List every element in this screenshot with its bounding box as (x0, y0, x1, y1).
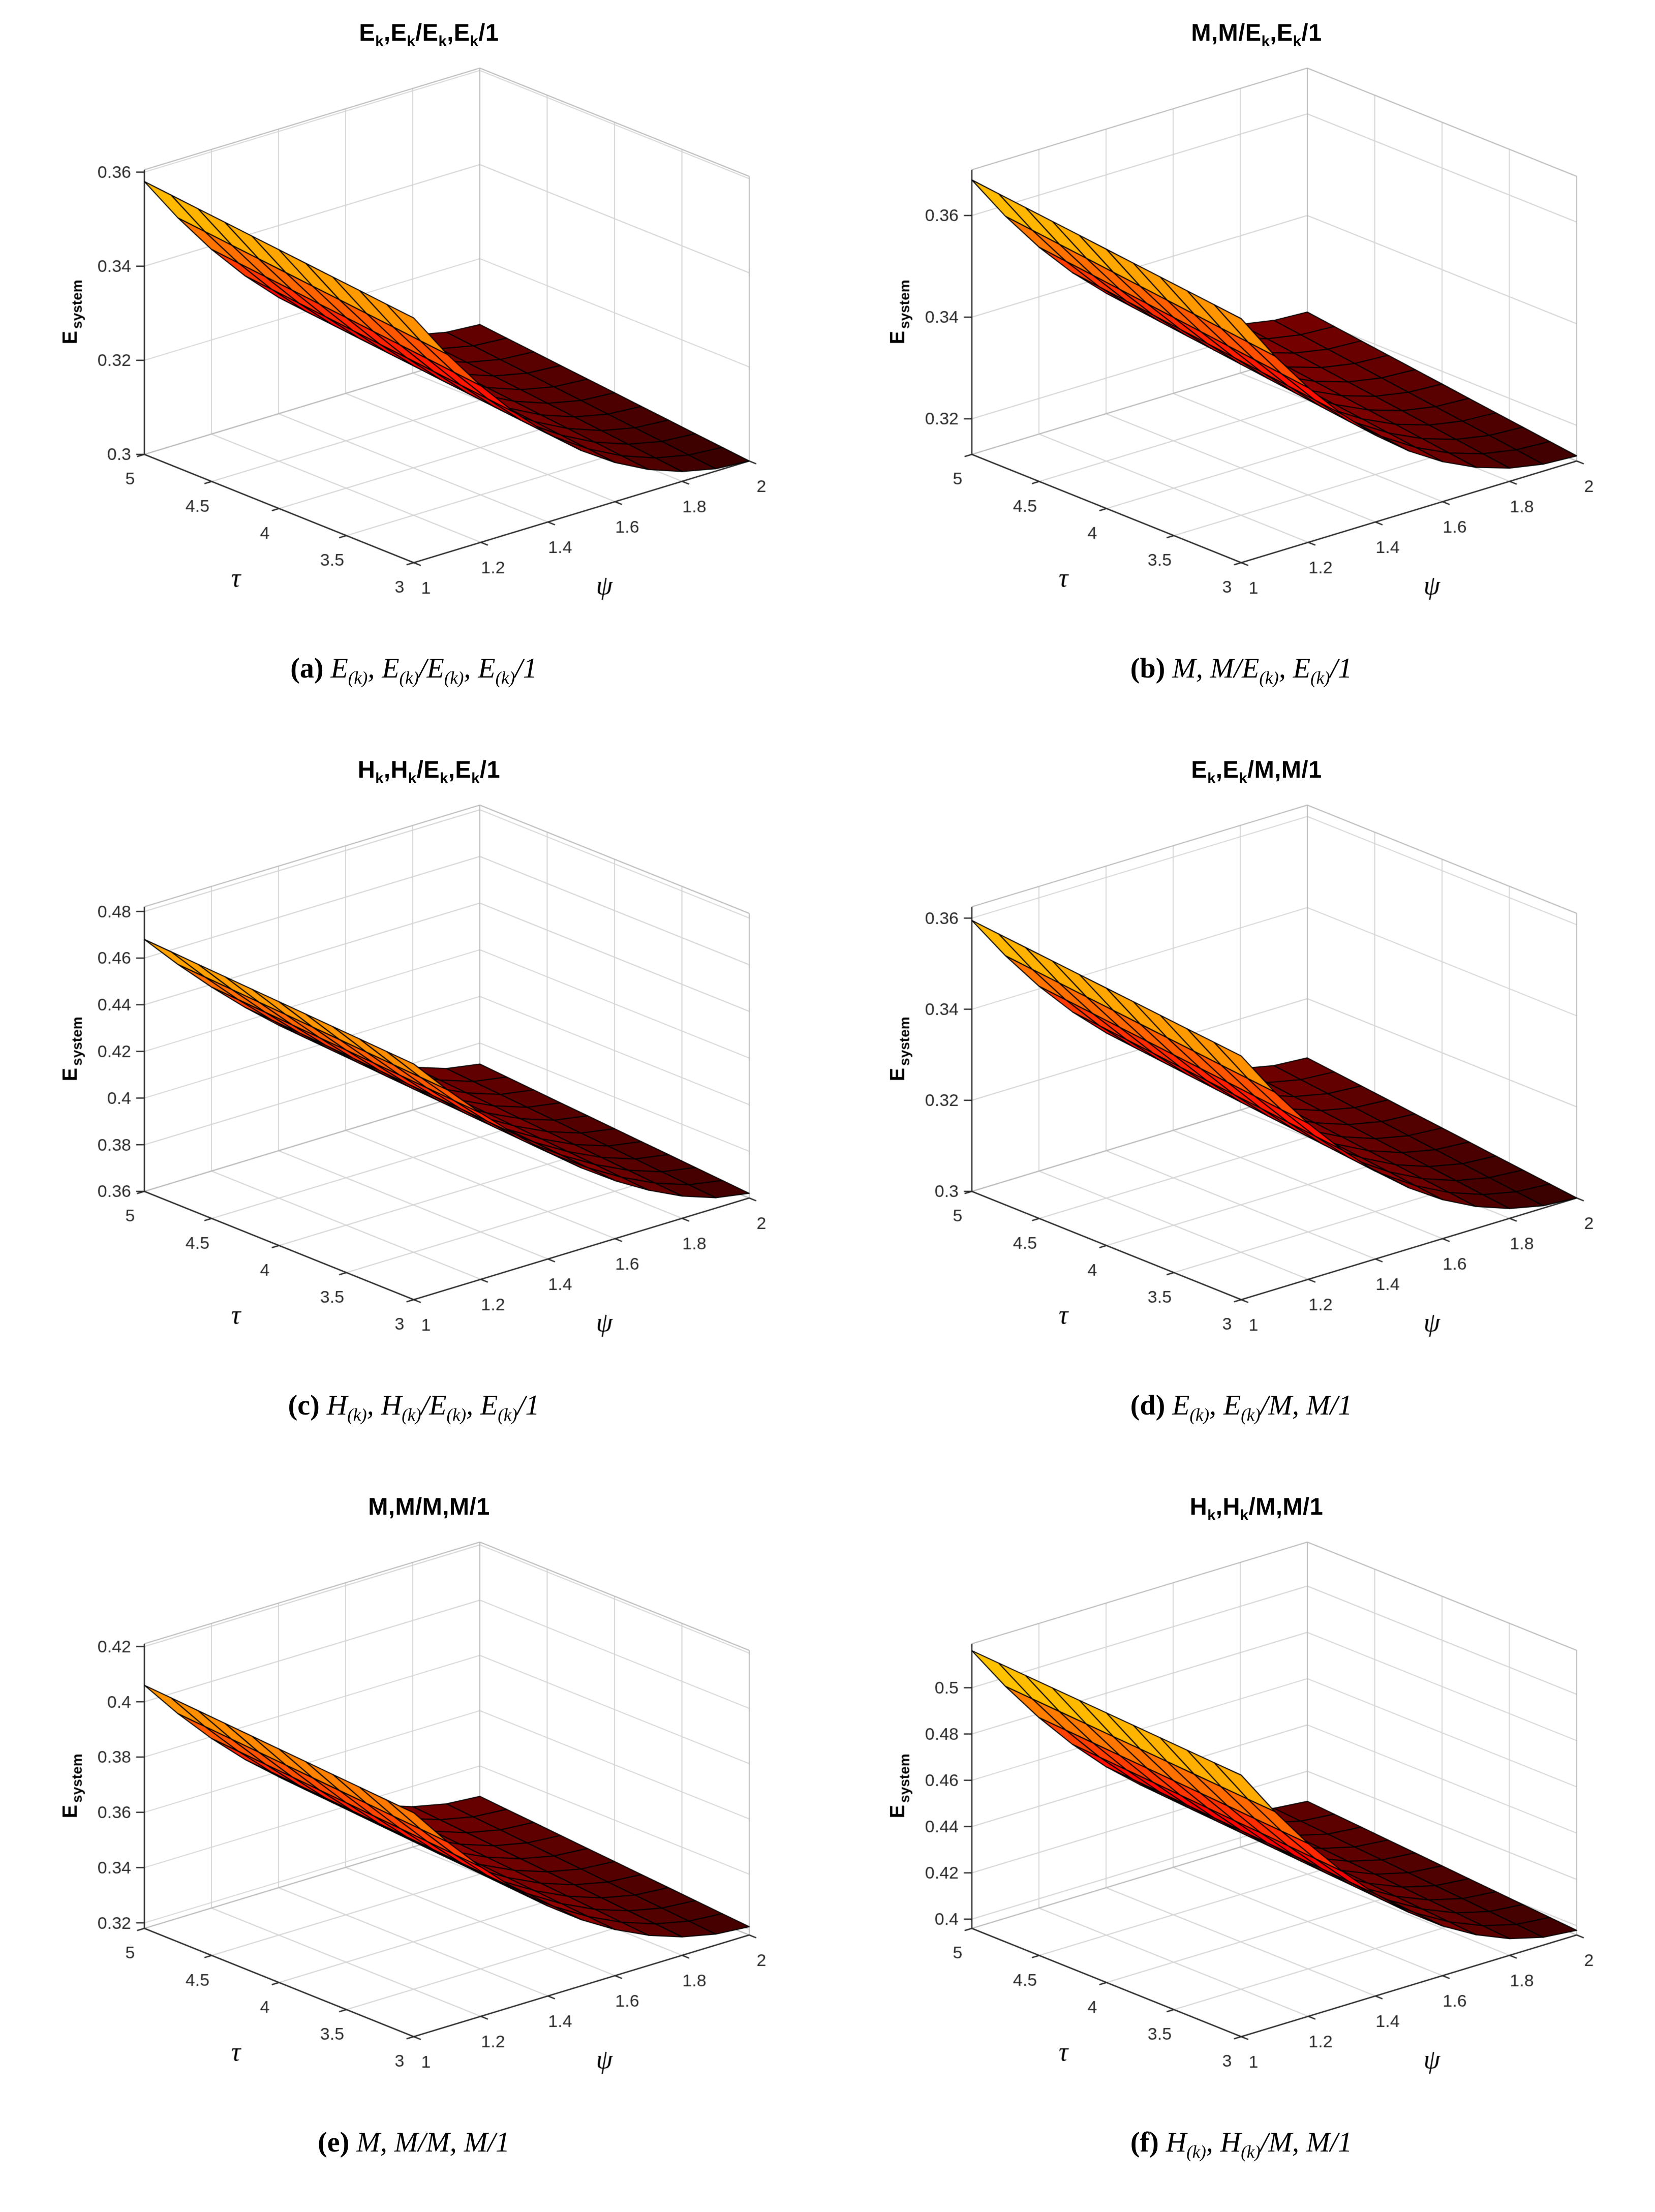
surface-panel-e: M,M/M,M/1 (e) M, M/M, M/1 (0, 1474, 827, 2211)
caption-math-a: E(k), E(k)/E(k), E(k)/1 (330, 653, 537, 688)
chart-caption-b: (b) M, M/E(k), E(k)/1 (1130, 652, 1353, 688)
caption-label-c: (c) (288, 1390, 320, 1421)
chart-caption-e: (e) M, M/M, M/1 (318, 2126, 510, 2159)
chart-caption-a: (a) E(k), E(k)/E(k), E(k)/1 (290, 652, 537, 688)
caption-math-c: H(k), H(k)/E(k), E(k)/1 (326, 1390, 540, 1425)
surface-panel-b: M,M/Ek,Ek/1 (b) M, M/E(k), E(k)/1 (827, 0, 1655, 737)
caption-math-e: M, M/M, M/1 (356, 2127, 510, 2158)
surface-panel-a: Ek,Ek/Ek,Ek/1 (a) E(k), E(k)/E(k), E(k)/1 (0, 0, 827, 737)
chart-title-c: Hk,Hk/Ek,Ek/1 (357, 756, 501, 787)
caption-math-b: M, M/E(k), E(k)/1 (1172, 653, 1353, 688)
surface-plot-canvas-f (873, 1523, 1610, 2113)
caption-label-a: (a) (290, 653, 324, 684)
chart-title-d: Ek,Ek/M,M/1 (1191, 756, 1322, 787)
surface-plot-canvas-a (45, 49, 782, 639)
caption-label-e: (e) (318, 2127, 350, 2158)
caption-label-d: (d) (1130, 1390, 1166, 1421)
surface-panel-d: Ek,Ek/M,M/1 (d) E(k), E(k)/M, M/1 (827, 737, 1655, 1474)
chart-caption-c: (c) H(k), H(k)/E(k), E(k)/1 (288, 1389, 540, 1425)
surface-plot-canvas-c (45, 786, 782, 1376)
chart-title-b: M,M/Ek,Ek/1 (1191, 19, 1322, 50)
caption-label-b: (b) (1130, 653, 1166, 684)
surface-plot-canvas-e (45, 1523, 782, 2113)
chart-title-f: Hk,Hk/M,M/1 (1189, 1493, 1324, 1524)
chart-caption-f: (f) H(k), H(k)/M, M/1 (1130, 2126, 1353, 2162)
caption-math-d: E(k), E(k)/M, M/1 (1172, 1390, 1353, 1425)
surface-panel-f: Hk,Hk/M,M/1 (f) H(k), H(k)/M, M/1 (827, 1474, 1655, 2211)
surface-plot-canvas-d (873, 786, 1610, 1376)
surface-panel-c: Hk,Hk/Ek,Ek/1 (c) H(k), H(k)/E(k), E(k)/1 (0, 737, 827, 1474)
chart-caption-d: (d) E(k), E(k)/M, M/1 (1130, 1389, 1353, 1425)
chart-title-a: Ek,Ek/Ek,Ek/1 (359, 19, 499, 50)
chart-title-e: M,M/M,M/1 (368, 1493, 490, 1520)
caption-math-f: H(k), H(k)/M, M/1 (1166, 2127, 1353, 2162)
surface-plot-canvas-b (873, 49, 1610, 639)
caption-label-f: (f) (1130, 2127, 1159, 2158)
